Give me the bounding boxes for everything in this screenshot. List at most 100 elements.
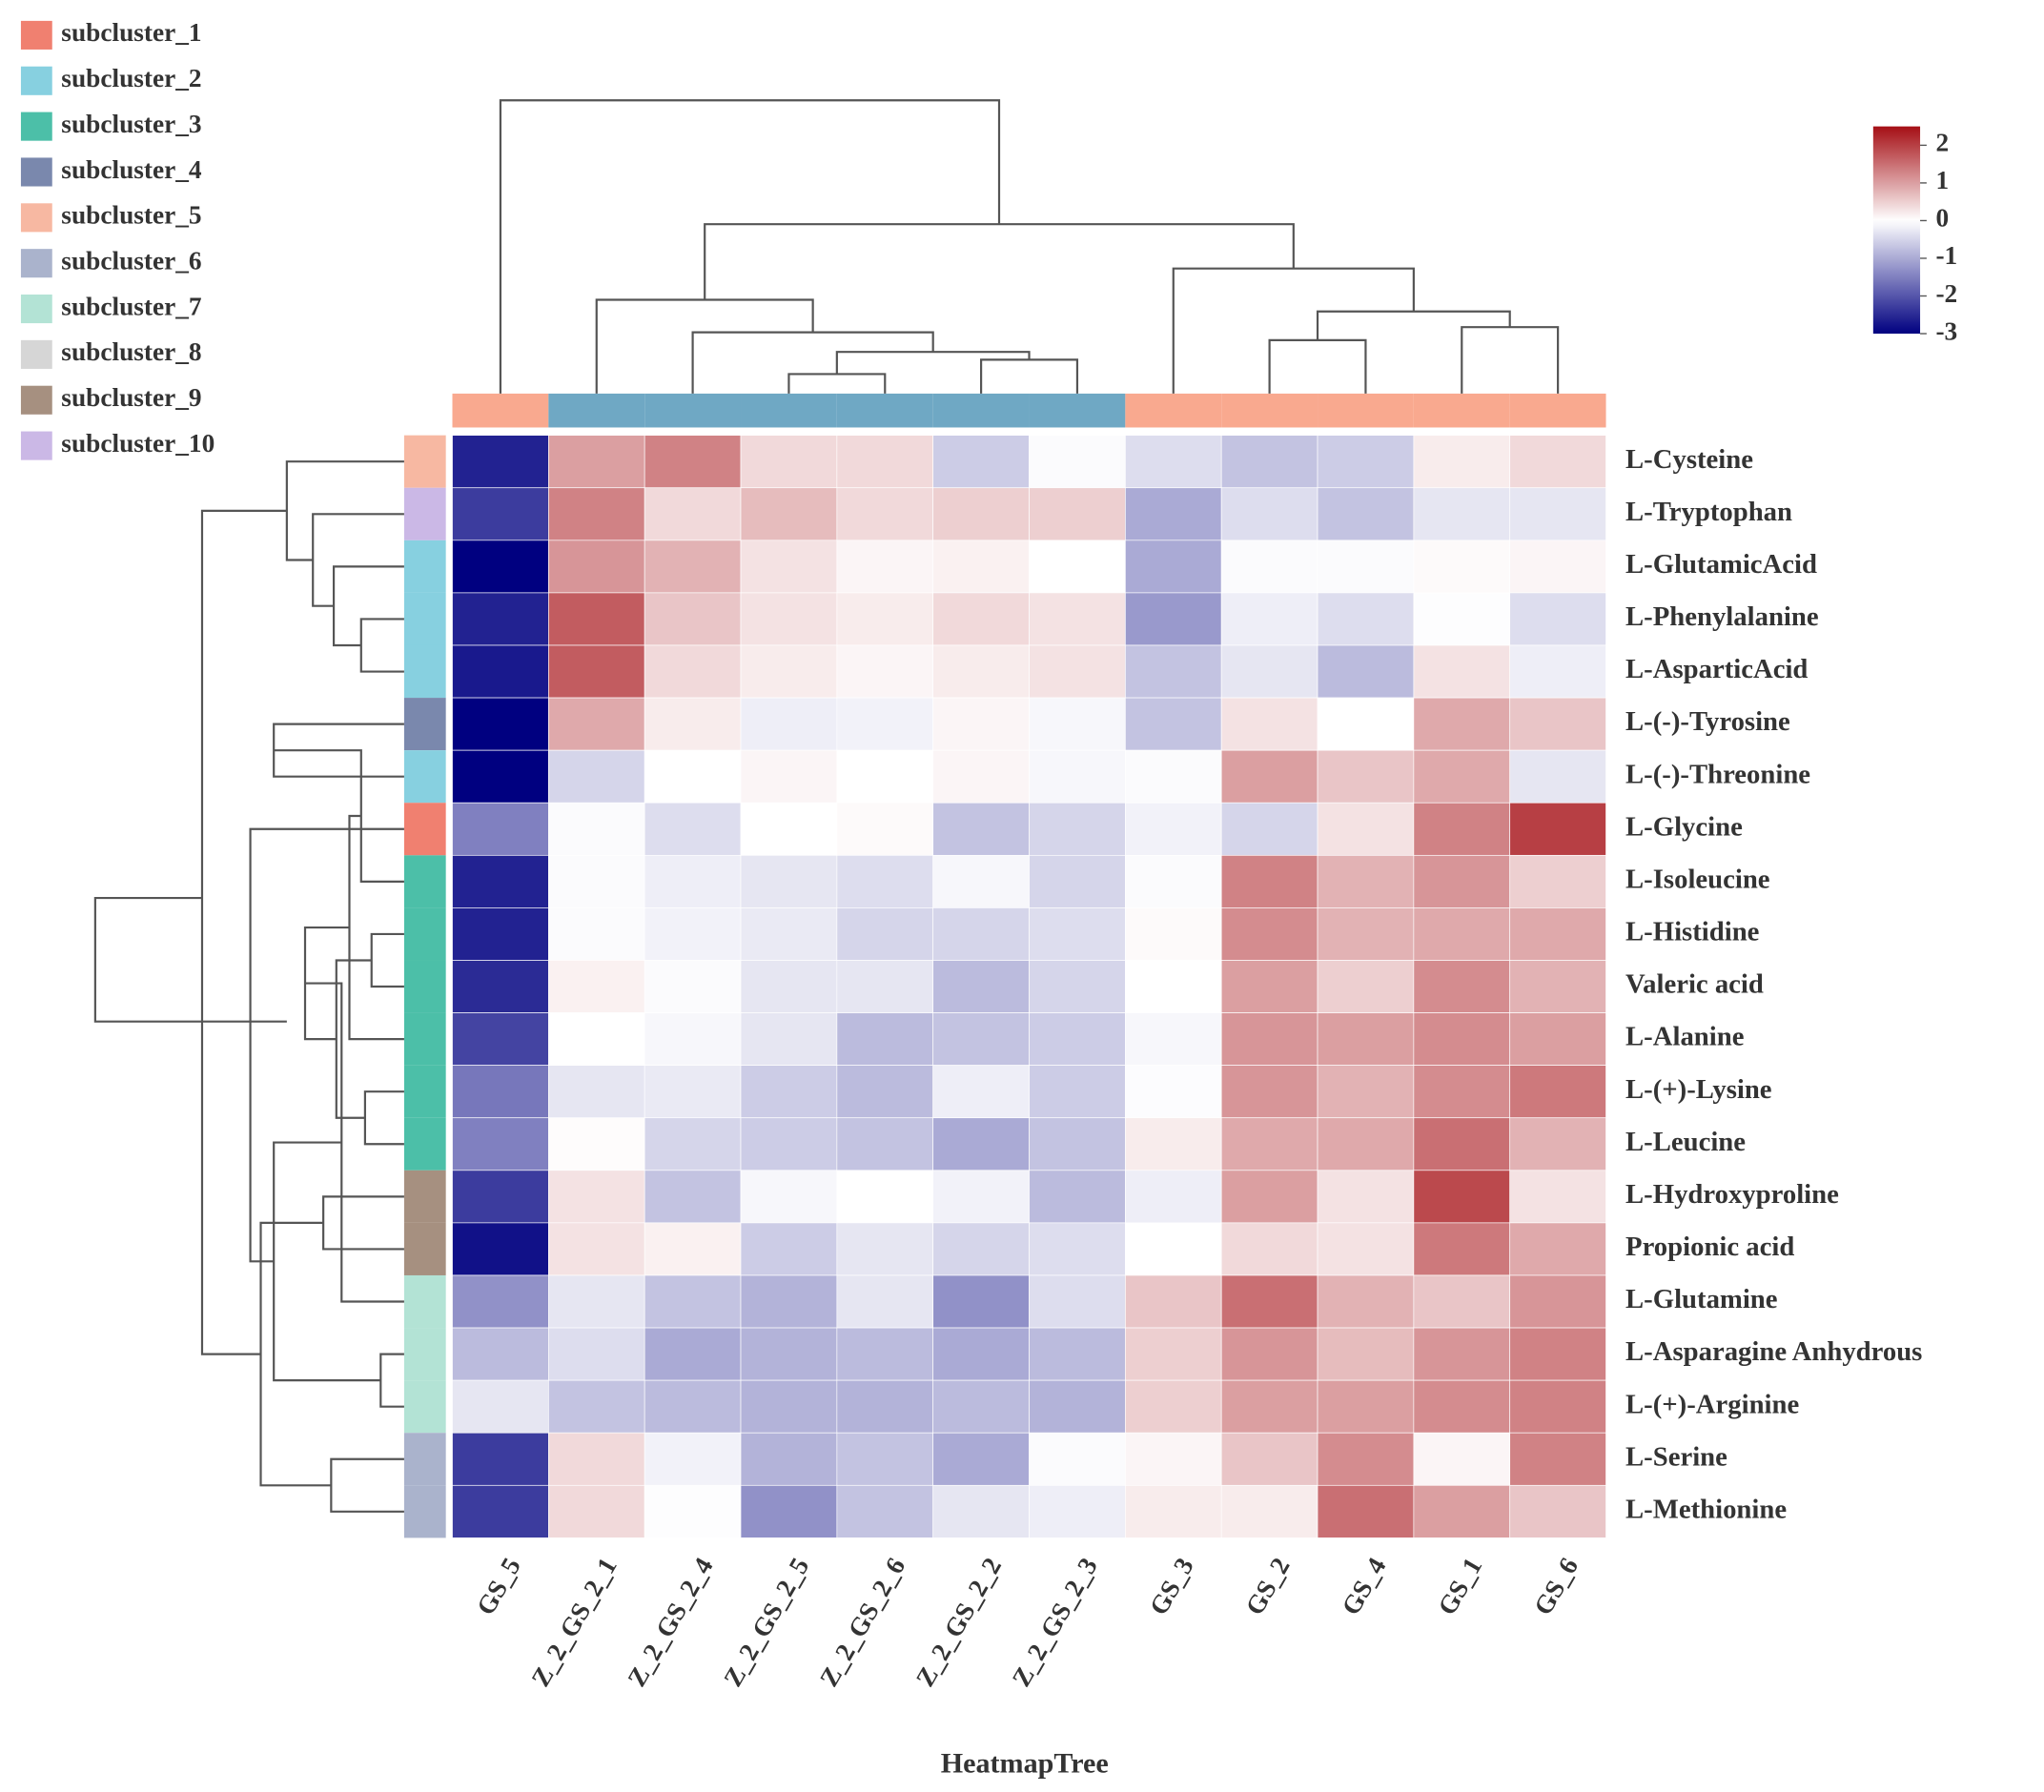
heatmap-cell <box>1029 1484 1126 1538</box>
heatmap-cell <box>547 854 645 908</box>
heatmap-cell <box>836 697 934 751</box>
heatmap-cell <box>1509 1274 1606 1329</box>
dendrogram-branch <box>363 1090 404 1146</box>
column-annotation <box>1029 393 1126 428</box>
colorbar-tick-label: 0 <box>1935 204 1949 233</box>
heatmap-cell <box>1125 1484 1222 1538</box>
heatmap-cell <box>1509 1222 1606 1276</box>
colorbar-tick-label: -1 <box>1935 241 1957 270</box>
heatmap-cell <box>452 802 549 856</box>
heatmap-cell <box>1509 960 1606 1013</box>
heatmap-cell <box>836 1379 934 1434</box>
heatmap-cell <box>1509 1170 1606 1224</box>
heatmap-cell <box>1317 802 1415 856</box>
column-annotation <box>1413 393 1510 428</box>
heatmap-cell <box>547 907 645 961</box>
heatmap-cell <box>1413 749 1511 804</box>
heatmap-cell <box>740 697 838 751</box>
heatmap-cell <box>547 749 645 804</box>
heatmap-cell <box>932 907 1030 961</box>
heatmap-cell <box>1413 487 1511 541</box>
heatmap-cell <box>1509 1432 1606 1486</box>
row-annotation <box>403 1485 446 1538</box>
row-label: L-(+)-Lysine <box>1625 1074 1772 1105</box>
heatmap-cell <box>644 644 742 699</box>
column-annotation <box>1221 393 1318 428</box>
dendrogram-branch <box>980 358 1079 394</box>
heatmap-cell <box>836 1432 934 1486</box>
heatmap-cell <box>932 697 1030 751</box>
heatmap-cell <box>836 1222 934 1276</box>
dendrogram-branch <box>595 298 814 394</box>
heatmap-cell <box>547 960 645 1013</box>
row-label: L-Isoleucine <box>1625 864 1770 894</box>
heatmap-cell <box>1317 907 1415 961</box>
heatmap-cell <box>1125 1379 1222 1434</box>
heatmap-cell <box>644 854 742 908</box>
legend-swatch <box>20 339 52 369</box>
dendrogram-branch <box>348 814 404 1041</box>
heatmap-cell <box>452 644 549 699</box>
heatmap-cell <box>836 487 934 541</box>
row-label: L-Methionine <box>1625 1494 1787 1524</box>
heatmap-cell <box>644 487 742 541</box>
heatmap-cell <box>644 1484 742 1538</box>
heatmap-cell <box>1125 644 1222 699</box>
dendrogram-branch <box>359 618 404 673</box>
heatmap-cell <box>644 435 742 489</box>
row-label: L-(-)-Threonine <box>1625 759 1810 789</box>
row-annotation <box>403 487 446 540</box>
heatmap-cell <box>1125 540 1222 594</box>
heatmap-cell <box>452 1065 549 1119</box>
heatmap-cell <box>932 1065 1030 1119</box>
row-label: L-Glutamine <box>1625 1284 1777 1314</box>
heatmap-cell <box>1509 487 1606 541</box>
heatmap-cell <box>1509 592 1606 646</box>
heatmap-cell <box>644 1432 742 1486</box>
heatmap-cell <box>1029 487 1126 541</box>
heatmap-cell <box>644 1222 742 1276</box>
heatmap-cell <box>1509 1379 1606 1434</box>
column-label: GS_2 <box>1240 1553 1296 1619</box>
heatmap-cell <box>1317 1117 1415 1171</box>
column-label: GS_5 <box>471 1553 526 1619</box>
heatmap-cell <box>1509 540 1606 594</box>
heatmap-cell <box>1125 1065 1222 1119</box>
heatmap-cell <box>1220 540 1318 594</box>
row-annotation <box>403 435 446 488</box>
heatmap-cell <box>1413 1065 1511 1119</box>
heatmap-cell <box>1317 1222 1415 1276</box>
heatmap-cell <box>1029 802 1126 856</box>
column-label: Z_2_GS_2_6 <box>814 1553 910 1691</box>
heatmap-cell <box>452 1222 549 1276</box>
heatmap-cell <box>547 540 645 594</box>
heatmap-cell <box>1317 1012 1415 1066</box>
row-annotation <box>403 803 446 856</box>
heatmap-cell <box>1317 644 1415 699</box>
row-annotation <box>403 644 446 699</box>
heatmap-cell <box>836 1274 934 1329</box>
heatmap-cell <box>1509 1117 1606 1171</box>
heatmap-cell <box>547 487 645 541</box>
heatmap-cell <box>1509 1065 1606 1119</box>
heatmap-cell <box>1317 435 1415 489</box>
legend-label: subcluster_2 <box>61 64 201 92</box>
heatmap-cell <box>1317 1432 1415 1486</box>
heatmap-cell <box>1029 1327 1126 1381</box>
row-label: L-(-)-Tyrosine <box>1625 706 1790 737</box>
heatmap-cell <box>1029 1432 1126 1486</box>
heatmap-cell <box>932 1379 1030 1434</box>
heatmap-cell <box>1220 592 1318 646</box>
heatmap-cell <box>1029 1222 1126 1276</box>
dendrogram-branch <box>285 460 404 561</box>
heatmap-cell <box>1413 1170 1511 1224</box>
heatmap-cell <box>1029 1065 1126 1119</box>
heatmap-cell <box>1509 1327 1606 1381</box>
row-annotation <box>403 1065 446 1118</box>
heatmap-cell <box>1220 1432 1318 1486</box>
heatmap-cell <box>836 1117 934 1171</box>
heatmap-cell <box>1413 1012 1511 1066</box>
column-annotation <box>452 393 549 428</box>
heatmap-cell <box>1317 1379 1415 1434</box>
heatmap-cell <box>452 1327 549 1381</box>
